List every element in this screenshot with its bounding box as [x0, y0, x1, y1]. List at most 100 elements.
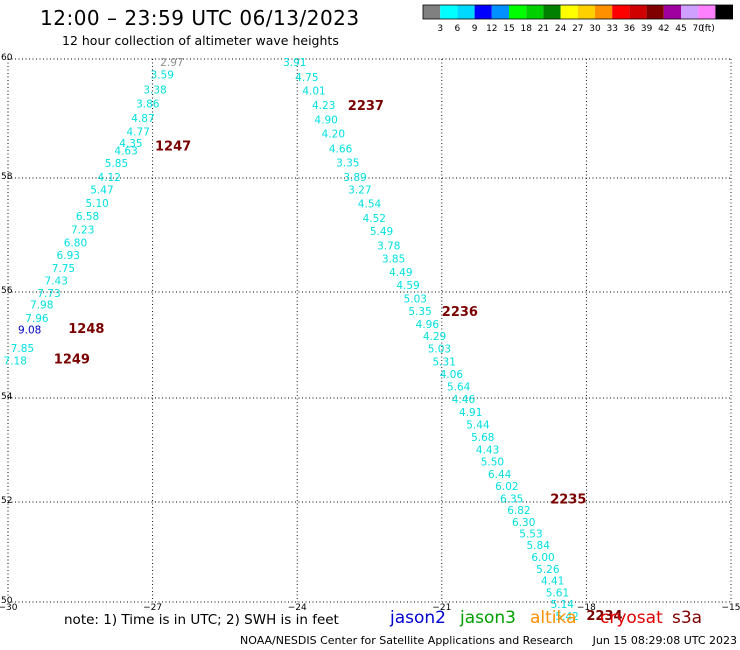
wave-height-value: 5.47	[90, 184, 113, 196]
x-tick-label: −18	[577, 603, 596, 613]
mission-s3a: s3a	[672, 608, 703, 628]
wave-height-value: 7.73	[37, 288, 60, 300]
colorbar-swatch	[474, 5, 492, 19]
wave-height-value: 5.85	[105, 158, 128, 170]
colorbar-label: 9	[472, 24, 478, 34]
timestamp-text: Jun 15 08:29:08 UTC 2023	[592, 634, 738, 647]
x-tick-label: −21	[432, 603, 451, 613]
y-tick-label: 58	[1, 172, 13, 182]
colorbar-swatch	[440, 5, 458, 19]
mission-jason2: jason2	[390, 608, 446, 628]
wave-height-value: 4.59	[396, 280, 419, 292]
wave-height-value: 3.91	[283, 57, 306, 69]
wave-height-value: 5.31	[433, 356, 456, 368]
colorbar-swatch	[560, 5, 578, 19]
page-subtitle: 12 hour collection of altimeter wave hei…	[62, 33, 339, 48]
wave-height-value: 4.66	[329, 143, 353, 155]
pass-time-label: 1248	[68, 322, 104, 337]
wave-height-value: 6.93	[57, 250, 80, 262]
wave-height-value: 6.58	[76, 211, 99, 223]
pass-time-label: 1249	[54, 352, 90, 367]
wave-height-value: 3.86	[136, 99, 160, 111]
x-tick-label: −24	[288, 603, 307, 613]
wave-height-value: 4.06	[440, 369, 464, 381]
colorbar-swatch	[526, 5, 544, 19]
pass-time-label: 2236	[442, 305, 478, 320]
wave-height-value: 4.77	[126, 127, 149, 139]
colorbar-label: 30	[589, 24, 601, 34]
colorbar-swatch	[698, 5, 716, 19]
mission-cryosat: cryosat	[600, 608, 663, 628]
wave-height-value: 5.10	[85, 198, 108, 210]
colorbar-swatch	[423, 5, 441, 19]
wave-height-value: 3.27	[348, 184, 371, 196]
pass-time-label: 2237	[348, 99, 384, 114]
colorbar-label: 36	[624, 24, 636, 34]
wave-height-value: 5.53	[519, 529, 542, 541]
wave-height-value: 5.14	[551, 599, 575, 611]
colorbar-label: 24	[555, 24, 567, 34]
wave-height-value: 7.43	[45, 276, 68, 288]
wave-height-value: 4.35	[119, 138, 142, 150]
colorbar-label: 42	[658, 24, 669, 34]
wave-height-value: 5.03	[404, 293, 427, 305]
wave-height-value: 9.08	[18, 325, 41, 337]
mission-altika: altika	[530, 608, 577, 628]
colorbar-label: 21	[538, 24, 549, 34]
wave-height-value: 3.89	[343, 172, 366, 184]
colorbar-label: 15	[503, 24, 514, 34]
colorbar-swatch	[491, 5, 509, 19]
colorbar-swatch	[715, 5, 733, 19]
y-tick-label: 52	[1, 496, 12, 506]
colorbar-label: 6	[455, 24, 461, 34]
wave-height-value: 4.90	[314, 115, 337, 127]
footer-credit: NOAA/NESDIS Center for Satellite Applica…	[240, 634, 737, 647]
x-tick-label: −30	[0, 603, 18, 613]
wave-height-value: 5.35	[408, 306, 431, 318]
wave-height-value: 4.43	[476, 444, 499, 456]
colorbar-swatch	[543, 5, 561, 19]
wave-height-value: 7.96	[25, 313, 49, 325]
wave-height-value: 3.78	[377, 240, 400, 252]
wave-height-value: 5.44	[466, 420, 490, 432]
y-tick-label: 60	[1, 53, 13, 63]
map-grid	[7, 58, 732, 603]
colorbar-swatch	[595, 5, 613, 19]
colorbar-label: 33	[606, 24, 617, 34]
wave-height-value: 6.00	[531, 552, 554, 564]
colorbar-swatch	[646, 5, 664, 19]
wave-height-value: 4.46	[452, 394, 476, 406]
colorbar-label: 12	[486, 24, 497, 34]
wave-height-value: 4.49	[389, 267, 412, 279]
colorbar-label: 18	[520, 24, 532, 34]
colorbar-swatch	[629, 5, 647, 19]
y-tick-label: 50	[1, 596, 13, 606]
wave-height-value: 5.61	[546, 588, 569, 600]
pass-time-label: 1247	[155, 139, 191, 154]
wave-height-value: 7.75	[52, 263, 75, 275]
wave-height-value: 4.75	[295, 72, 318, 84]
wave-height-value: 5.03	[428, 344, 451, 356]
wave-height-value: 4.29	[423, 331, 446, 343]
pass-time-label: 2235	[550, 492, 586, 507]
y-tick-label: 54	[1, 392, 13, 402]
wave-height-value: 5.68	[471, 432, 494, 444]
colorbar-swatch	[457, 5, 475, 19]
colorbar-label: 27	[572, 24, 583, 34]
colorbar-swatch	[509, 5, 527, 19]
colorbar-frame	[422, 4, 734, 20]
colorbar-swatch	[612, 5, 630, 19]
wave-height-value: 5.49	[370, 226, 393, 238]
credit-text: NOAA/NESDIS Center for Satellite Applica…	[240, 634, 574, 647]
page-title: 12:00 – 23:59 UTC 06/13/2023	[40, 6, 360, 30]
x-tick-label: −27	[143, 603, 162, 613]
wave-height-value: 6.82	[507, 505, 530, 517]
wave-height-value: 6.30	[512, 517, 535, 529]
wave-height-value: 7.23	[71, 224, 94, 236]
colorbar-label: 3	[437, 24, 443, 34]
wave-height-value: 6.35	[500, 493, 523, 505]
colorbar-legend: 3 6 9 12 15 18 21 24 27 30 33 36 39 42 45 70(ft)	[422, 4, 734, 34]
wave-height-value: 3.38	[143, 84, 166, 96]
pass-time-label: 2234	[586, 609, 622, 624]
